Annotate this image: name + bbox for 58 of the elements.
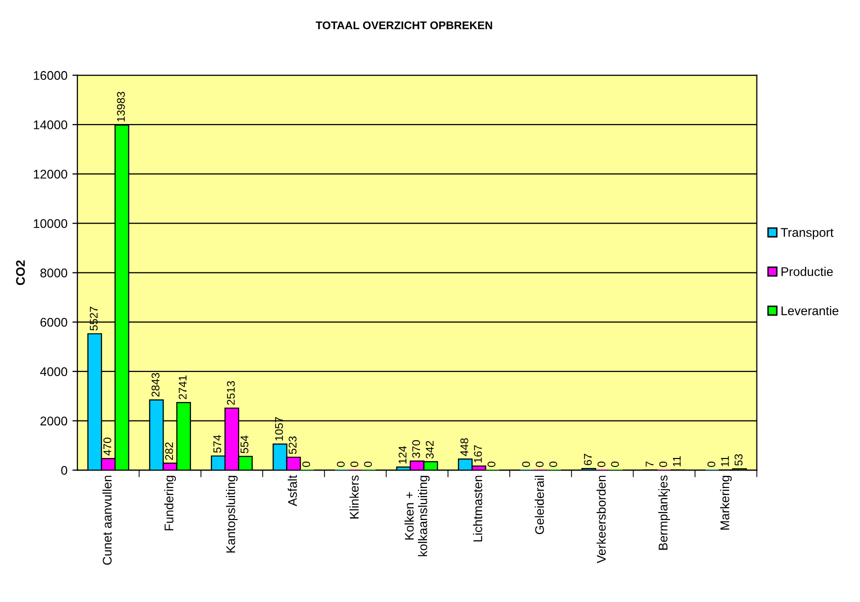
data-label: 0 [364,462,372,467]
data-label: 124 [398,446,406,464]
data-label: 11 [672,456,681,466]
data-label: 574 [213,435,222,453]
chart-title: TOTAAL OVERZICHT OPBREKEN [316,21,492,30]
data-label: 282 [165,442,174,460]
data-label: 2843 [152,372,160,397]
x-tick-label: Kantopsluiting [226,476,238,553]
data-label: 2741 [178,376,187,400]
data-label: 13983 [116,92,125,122]
x-tick-label: Kolken + kolkaansluiting [404,476,430,556]
data-label: 5527 [90,306,98,331]
x-tick-label: Markering [720,476,732,530]
x-tick-label: Geleiderail [534,476,544,534]
data-label: 167 [474,445,482,462]
y-tick-label: 8000 [40,268,68,278]
data-label: 342 [426,440,434,459]
data-label: 448 [460,438,468,456]
x-tick-label: Verkeersborden [596,476,606,564]
data-label: 7 [646,462,654,467]
data-label: 0 [522,462,530,467]
data-label: 0 [336,462,345,467]
y-tick-label: 12000 [34,170,68,179]
x-tick-label: Asfalt [288,475,297,506]
x-tick-label: Fundering [164,476,176,530]
legend-label: Productie [782,266,833,276]
x-tick-label: Cunet aanvullen [102,476,112,565]
data-label: 0 [536,462,544,467]
data-label: 0 [302,462,310,467]
data-label: 0 [707,462,716,467]
data-label: 11 [721,456,729,466]
data-label: 0 [598,462,606,467]
y-tick-label: 2000 [40,416,68,426]
y-tick-label: 16000 [34,71,68,80]
y-tick-label: 14000 [34,120,68,130]
y-axis-title: CO2 [16,260,25,286]
data-label: 0 [611,462,619,467]
y-tick-label: 6000 [40,318,68,327]
data-label: 67 [584,454,592,466]
data-label: 0 [549,462,558,467]
data-label: 2513 [226,381,235,405]
legend-label: Leverantie [782,306,838,316]
x-tick-label: Bermplankjes [658,475,670,550]
data-label: 0 [350,462,358,467]
data-label: 554 [240,435,248,454]
x-tick-label: Lichtmasten [473,476,482,542]
data-label: 470 [103,438,112,456]
x-tick-label: Klinkers [350,475,359,518]
data-label: 523 [288,436,297,454]
y-tick-label: 0 [61,466,68,475]
legend-label: Transport [780,228,834,240]
data-label: 0 [659,462,668,467]
data-label: 53 [734,454,742,466]
data-label: 0 [488,462,496,467]
y-tick-label: 4000 [40,367,68,376]
data-label: 370 [412,440,420,458]
data-label: 1057 [275,417,283,440]
y-tick-label: 10000 [34,219,68,228]
